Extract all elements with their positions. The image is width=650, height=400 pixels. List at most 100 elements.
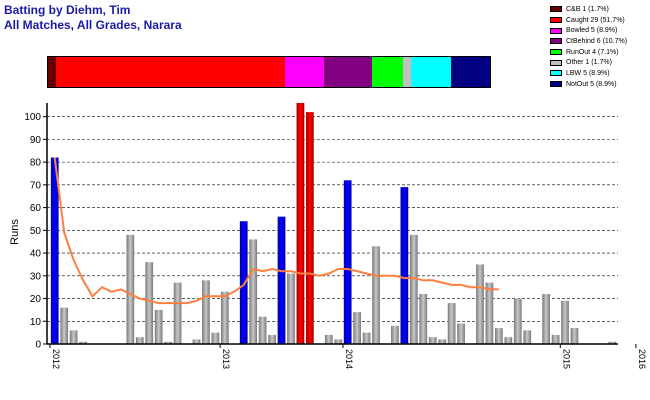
y-tick-label: 20 xyxy=(30,294,42,305)
average-line xyxy=(53,157,499,305)
legend-item: CtBehind 6 (10.7%) xyxy=(550,36,648,47)
y-tick-label: 90 xyxy=(30,135,42,146)
bar xyxy=(419,293,428,344)
distribution-segment xyxy=(450,57,491,87)
bar xyxy=(523,330,532,344)
chart-title: Batting by Diehm, Tim xyxy=(4,3,131,17)
x-tick-label: 2015 xyxy=(561,349,571,369)
legend-swatch xyxy=(550,17,562,24)
bar xyxy=(145,262,154,344)
bar xyxy=(428,337,437,344)
bar xyxy=(570,328,579,344)
legend-label: C&B 1 (1.7%) xyxy=(566,5,609,13)
legend-item: C&B 1 (1.7%) xyxy=(550,4,648,15)
legend-label: Other 1 (1.7%) xyxy=(566,59,612,67)
bar xyxy=(211,332,220,344)
bar xyxy=(324,334,333,344)
legend: C&B 1 (1.7%) Caught 29 (51.7%) Bowled 5 (8… xyxy=(550,4,648,90)
legend-item: RunOut 4 (7.1%) xyxy=(550,47,648,58)
bar xyxy=(438,339,447,344)
chart-subtitle: All Matches, All Grades, Narara xyxy=(4,18,182,32)
bar xyxy=(173,282,182,344)
x-tick-label: 2013 xyxy=(221,349,231,369)
bar xyxy=(60,307,69,344)
distribution-segment xyxy=(324,57,372,87)
legend-swatch xyxy=(550,38,562,45)
legend-item: Caught 29 (51.7%) xyxy=(550,15,648,26)
bar xyxy=(542,293,550,344)
bar xyxy=(220,291,229,344)
y-tick-label: 40 xyxy=(30,249,42,260)
bar xyxy=(334,339,343,344)
bar xyxy=(457,323,465,344)
bar xyxy=(504,337,513,344)
distribution-segment xyxy=(371,57,404,87)
y-tick-label: 0 xyxy=(35,340,41,351)
bar xyxy=(561,300,569,344)
y-tick-label: 60 xyxy=(30,203,42,214)
legend-item: Bowled 5 (8.9%) xyxy=(550,25,648,36)
bar xyxy=(277,216,286,344)
bar xyxy=(608,341,617,344)
x-tick-label: 2016 xyxy=(637,349,647,369)
legend-swatch xyxy=(550,27,562,34)
distribution-segment xyxy=(48,57,56,87)
bar xyxy=(485,282,494,344)
bar xyxy=(135,337,144,344)
x-tick-label: 2014 xyxy=(344,349,354,369)
bar xyxy=(513,298,522,344)
legend-item: Other 1 (1.7%) xyxy=(550,57,648,68)
legend-label: LBW 5 (8.9%) xyxy=(566,69,610,77)
legend-swatch xyxy=(550,70,562,77)
legend-swatch xyxy=(550,59,562,66)
bar xyxy=(79,341,87,344)
x-tick-label: 2012 xyxy=(51,349,61,369)
bar xyxy=(258,316,267,344)
legend-swatch xyxy=(550,49,562,56)
bar xyxy=(202,280,210,344)
bar xyxy=(69,330,78,344)
bar xyxy=(154,309,163,344)
distribution-segment xyxy=(284,57,325,87)
legend-item: LBW 5 (8.9%) xyxy=(550,68,648,79)
bar xyxy=(447,303,456,344)
bar xyxy=(192,339,201,344)
dismissal-distribution-bar xyxy=(47,56,491,88)
bar xyxy=(476,264,484,344)
bar xyxy=(343,180,352,344)
distribution-segment xyxy=(55,57,285,87)
legend-item: NotOut 5 (8.9%) xyxy=(550,79,648,90)
legend-label: CtBehind 6 (10.7%) xyxy=(566,37,628,45)
y-tick-label: 50 xyxy=(30,226,42,237)
bar xyxy=(164,341,172,344)
legend-label: RunOut 4 (7.1%) xyxy=(566,48,619,56)
distribution-segment xyxy=(403,57,412,87)
y-tick-label: 100 xyxy=(24,112,41,123)
legend-swatch xyxy=(550,81,562,88)
bar xyxy=(126,234,135,344)
bar xyxy=(372,246,380,344)
bar xyxy=(306,112,314,345)
bar xyxy=(239,221,248,344)
bar xyxy=(551,334,560,344)
bar xyxy=(249,239,258,344)
bar xyxy=(296,103,305,344)
bar xyxy=(400,187,409,344)
legend-label: Bowled 5 (8.9%) xyxy=(566,27,618,35)
y-tick-label: 70 xyxy=(30,180,42,191)
bar xyxy=(409,234,418,344)
bar xyxy=(353,312,361,344)
bar xyxy=(50,157,59,344)
y-tick-label: 80 xyxy=(30,158,42,169)
legend-label: NotOut 5 (8.9%) xyxy=(566,80,617,88)
distribution-segment xyxy=(411,57,451,87)
bar xyxy=(391,325,399,344)
y-axis-label: Runs xyxy=(9,219,21,245)
y-tick-label: 30 xyxy=(30,271,42,282)
bar xyxy=(362,332,371,344)
legend-label: Caught 29 (51.7%) xyxy=(566,16,625,24)
y-tick-label: 10 xyxy=(30,317,42,328)
bar xyxy=(268,334,276,344)
legend-swatch xyxy=(550,6,562,13)
